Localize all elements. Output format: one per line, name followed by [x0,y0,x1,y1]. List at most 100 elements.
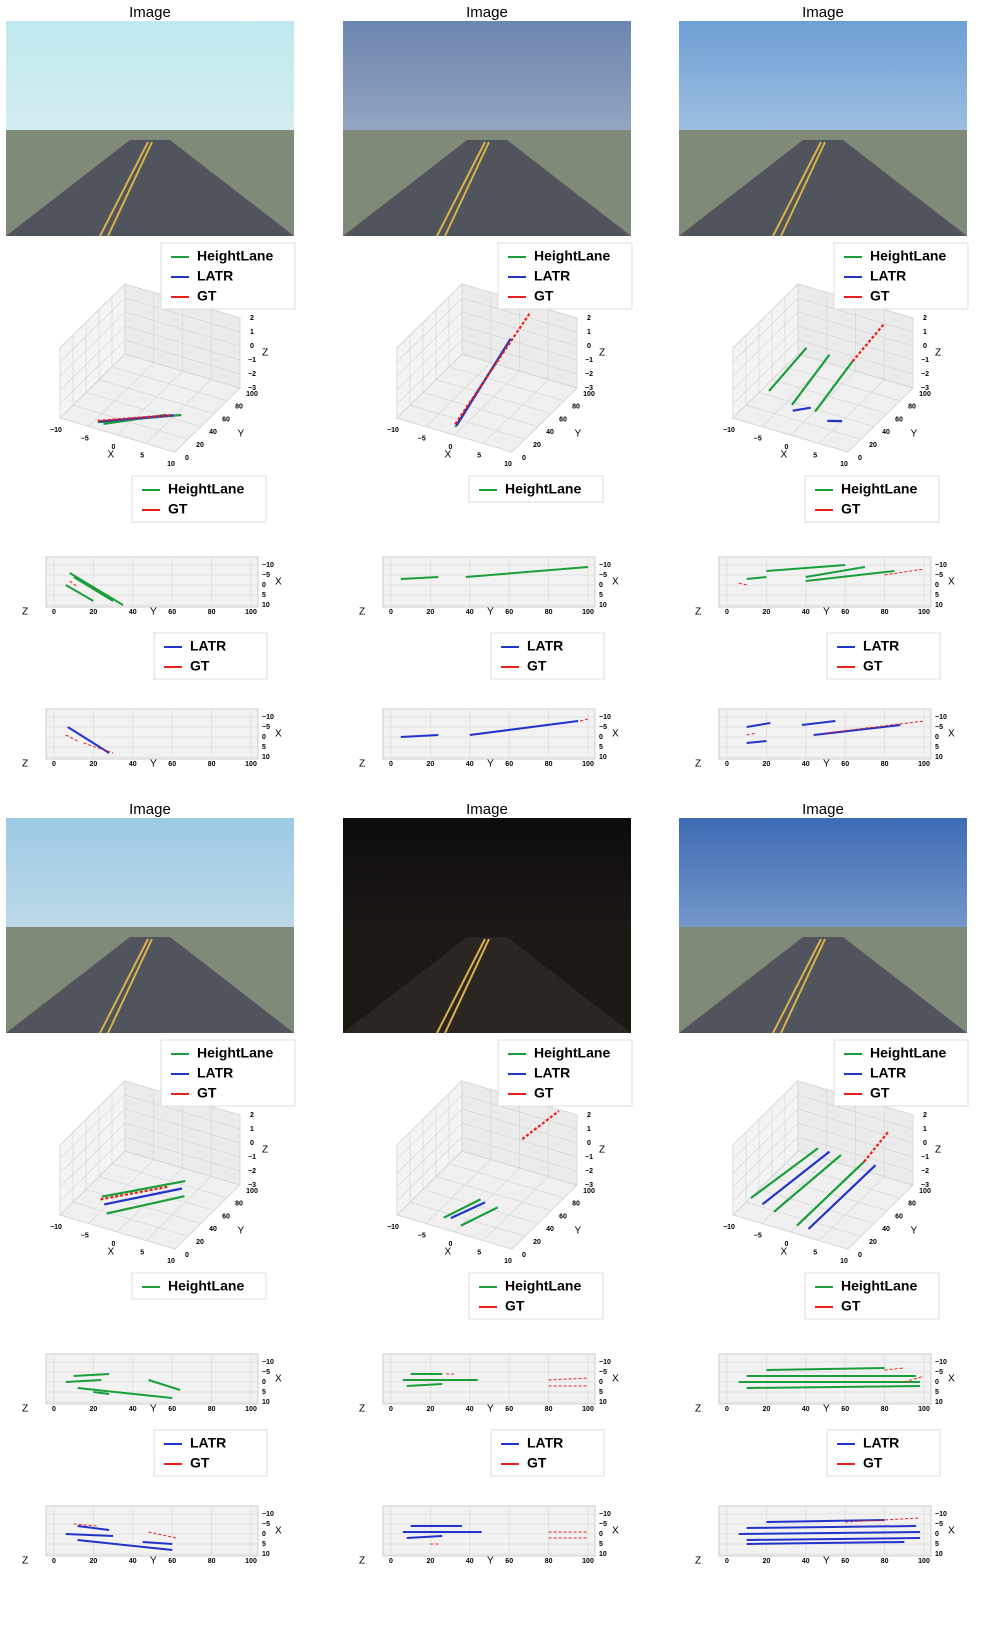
legend-label: LATR [870,1065,906,1081]
topview-pane [383,709,595,759]
z-axis-label: Z [262,1145,268,1156]
y-tick-label: −10 [262,714,274,721]
z-axis-label: Z [22,607,28,618]
x-axis-label: Y [823,759,830,770]
y-axis-label: X [948,1374,955,1385]
image-title: Image [129,801,171,818]
y-tick-label: −10 [935,1511,947,1518]
y-tick-label: 0 [522,1252,526,1259]
x-axis-label: Y [150,759,157,770]
y-tick-label: 20 [869,442,877,449]
z-tick-label: −1 [585,1154,593,1161]
y-tick-label: 5 [599,1389,603,1396]
x-axis-label: Y [150,1404,157,1415]
z-axis-label: Z [359,607,365,618]
x-axis-label: X [781,1247,788,1258]
x-tick-label: 10 [504,1258,512,1265]
x-tick-label: 0 [52,761,56,768]
x-tick-label: 60 [841,761,849,768]
y-tick-label: −10 [599,714,611,721]
y-axis-label: Y [911,429,918,440]
x-tick-label: 5 [477,1249,481,1256]
y-tick-label: 100 [246,391,258,398]
x-tick-label: 0 [52,1558,56,1565]
z-tick-label: −1 [248,1154,256,1161]
x-tick-label: 40 [129,1558,137,1565]
topview-pane [383,557,595,607]
z-tick-label: 0 [923,1140,927,1147]
y-tick-label: 40 [209,1226,217,1233]
x-tick-label: 80 [545,1558,553,1565]
x-axis-label: Y [823,607,830,618]
y-tick-label: 60 [222,416,230,423]
panel: Image−10−50510020406080100−3−2−1012XYZHe… [343,801,632,1567]
x-tick-label: 20 [427,1406,435,1413]
y-tick-label: 60 [895,416,903,423]
x-tick-label: 0 [389,1406,393,1413]
z-tick-label: −3 [248,385,256,392]
panel: Image−10−50510020406080100−3−2−1012XYZHe… [6,801,295,1567]
z-tick-label: 2 [587,315,591,322]
y-tick-label: 0 [858,1252,862,1259]
x-tick-label: 100 [918,761,930,768]
x-tick-label: 20 [90,609,98,616]
y-tick-label: 0 [935,1379,939,1386]
z-axis-label: Z [22,759,28,770]
y-tick-label: 0 [522,455,526,462]
x-tick-label: 0 [52,609,56,616]
legend-label: LATR [870,268,906,284]
x-tick-label: −10 [50,427,62,434]
y-tick-label: −5 [935,572,943,579]
topview-pane [719,1354,931,1404]
z-axis-label: Z [695,607,701,618]
y-tick-label: 5 [935,744,939,751]
z-tick-label: 2 [587,1112,591,1119]
y-tick-label: −5 [262,1369,270,1376]
x-tick-label: 60 [168,1406,176,1413]
y-tick-label: −5 [935,1369,943,1376]
x-tick-label: 5 [477,452,481,459]
x-tick-label: 60 [505,1558,513,1565]
z-axis-label: Z [599,348,605,359]
z-tick-label: 1 [587,329,591,336]
y-tick-label: −5 [262,572,270,579]
topview-pane [719,557,931,607]
y-axis-label: X [612,1526,619,1537]
x-tick-label: 40 [129,609,137,616]
legend-label: HeightLane [197,248,273,264]
topview-pane [719,1506,931,1556]
y-tick-label: 20 [533,1239,541,1246]
y-axis-label: X [275,1374,282,1385]
y-axis-label: X [948,729,955,740]
z-tick-label: 0 [923,343,927,350]
x-tick-label: 40 [802,1558,810,1565]
y-tick-label: 40 [546,429,554,436]
y-tick-label: 10 [262,754,270,761]
y-tick-label: 0 [185,1252,189,1259]
x-tick-label: 10 [167,1258,175,1265]
legend-label: HeightLane [534,1045,610,1061]
x-tick-label: −10 [723,1224,735,1231]
y-axis-label: Y [575,429,582,440]
x-tick-label: −5 [418,1232,426,1239]
y-tick-label: −10 [262,1511,274,1518]
x-tick-label: −5 [81,435,89,442]
legend-label: GT [197,288,217,304]
z-tick-label: 1 [587,1126,591,1133]
x-tick-label: 40 [129,761,137,768]
x-tick-label: 20 [427,1558,435,1565]
z-axis-label: Z [359,1556,365,1567]
legend-label: HeightLane [505,481,581,497]
y-tick-label: −10 [262,562,274,569]
x-tick-label: 80 [545,761,553,768]
x-tick-label: 100 [582,1558,594,1565]
z-tick-label: −3 [585,1182,593,1189]
y-axis-label: Y [238,1226,245,1237]
y-tick-label: 80 [235,1201,243,1208]
x-tick-label: −10 [387,1224,399,1231]
x-tick-label: 40 [466,1558,474,1565]
y-tick-label: −5 [599,1521,607,1528]
z-tick-label: 0 [250,343,254,350]
y-tick-label: 20 [196,442,204,449]
legend-label: LATR [197,268,233,284]
